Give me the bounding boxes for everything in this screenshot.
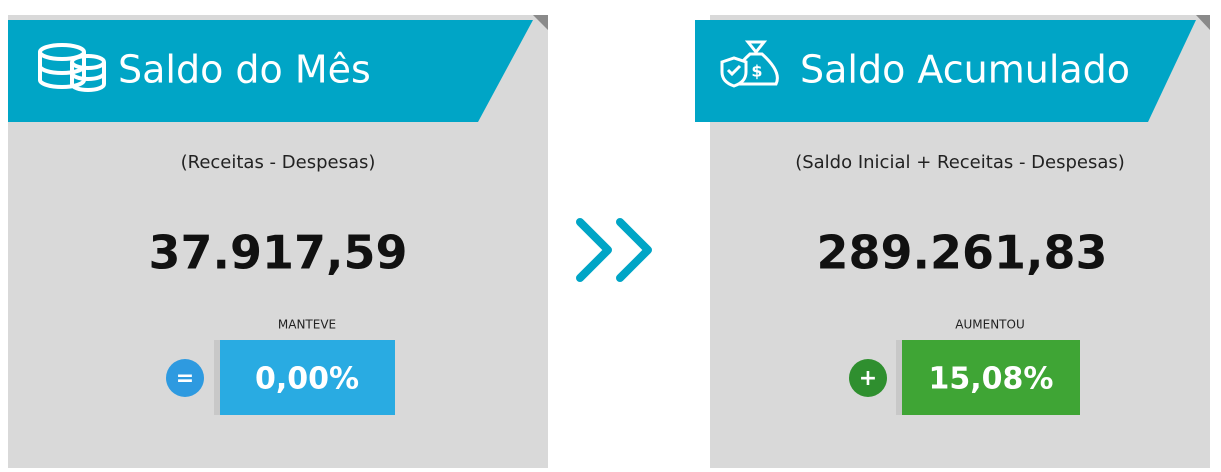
change-value: 0,00% — [255, 362, 359, 397]
status-label: AUMENTOU — [955, 318, 1024, 332]
badge-shadow — [896, 340, 902, 415]
svg-text:$: $ — [751, 62, 762, 81]
card-fold — [1183, 15, 1210, 30]
change-badge — [902, 340, 1080, 415]
database-icon — [38, 43, 106, 92]
badge-shadow — [214, 340, 220, 415]
card-header — [8, 20, 533, 122]
change-badge — [220, 340, 395, 415]
card-title: Saldo do Mês — [118, 48, 371, 92]
card-title: Saldo Acumulado — [800, 48, 1130, 92]
card-fold — [520, 15, 548, 30]
change-value: 15,08% — [929, 362, 1054, 397]
money-bag-icon: $ — [720, 40, 779, 88]
sign-icon — [849, 359, 887, 397]
sign-text: = — [176, 366, 194, 391]
card-header — [695, 20, 1196, 122]
arrow-icon — [576, 218, 652, 282]
card-value: 289.261,83 — [816, 226, 1107, 280]
card-subtitle: (Saldo Inicial + Receitas - Despesas) — [795, 152, 1125, 173]
status-label: MANTEVE — [278, 318, 336, 332]
card-subtitle: (Receitas - Despesas) — [181, 152, 376, 173]
card-value: 37.917,59 — [149, 226, 408, 280]
sign-icon — [166, 359, 204, 397]
sign-text: + — [859, 366, 877, 391]
